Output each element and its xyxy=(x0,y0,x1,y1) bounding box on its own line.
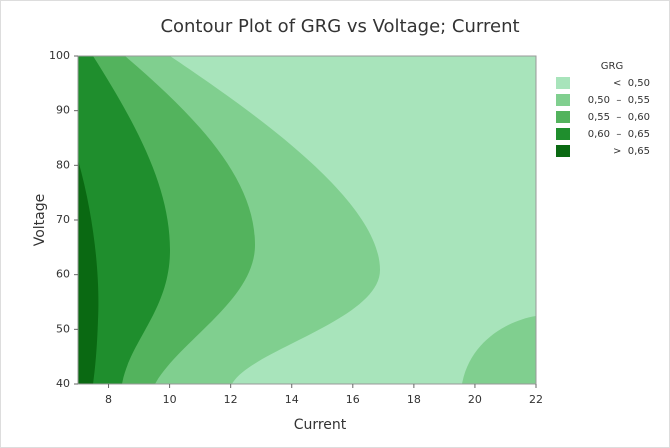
y-tick-label: 60 xyxy=(56,268,70,281)
x-tick-label: 16 xyxy=(346,393,360,406)
legend-swatch xyxy=(556,94,570,106)
legend-swatch xyxy=(556,77,570,89)
contour-region xyxy=(462,316,536,384)
chart-title: Contour Plot of GRG vs Voltage; Current xyxy=(160,16,519,37)
x-tick-label: 12 xyxy=(224,393,238,406)
legend-label: 0,60 – 0,65 xyxy=(588,129,650,140)
y-tick-label: 70 xyxy=(56,213,70,226)
legend-label: > 0,65 xyxy=(613,146,650,157)
x-tick-label: 14 xyxy=(285,393,299,406)
x-tick-label: 22 xyxy=(529,393,543,406)
y-tick-label: 100 xyxy=(49,49,70,62)
legend-swatch xyxy=(556,111,570,123)
x-tick-label: 10 xyxy=(163,393,177,406)
y-tick-label: 90 xyxy=(56,104,70,117)
legend-label: < 0,50 xyxy=(613,78,650,89)
y-tick-label: 50 xyxy=(56,322,70,335)
contour-region xyxy=(78,56,170,384)
x-axis-label: Current xyxy=(294,417,347,433)
legend-label: 0,50 – 0,55 xyxy=(588,95,650,106)
legend-title: GRG xyxy=(601,61,623,72)
y-tick-label: 80 xyxy=(56,158,70,171)
y-axis-label: Voltage xyxy=(32,194,48,247)
legend-swatch xyxy=(556,145,570,157)
x-tick-label: 8 xyxy=(105,393,112,406)
y-tick-label: 40 xyxy=(56,377,70,390)
legend-label: 0,55 – 0,60 xyxy=(588,112,650,123)
x-tick-label: 18 xyxy=(407,393,421,406)
legend-swatch xyxy=(556,128,570,140)
x-tick-label: 20 xyxy=(468,393,482,406)
contour-region xyxy=(78,160,99,384)
